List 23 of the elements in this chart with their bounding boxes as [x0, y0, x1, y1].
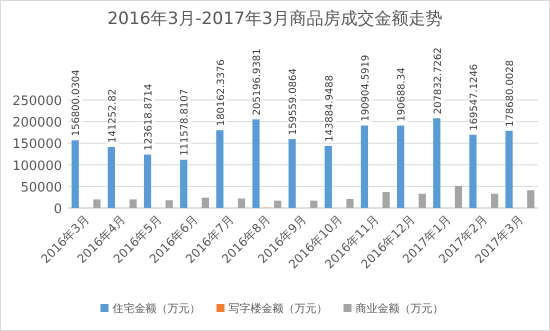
y-tick-label: 200000	[12, 116, 62, 131]
data-label: 169547.1246	[468, 64, 480, 131]
data-label: 123618.8714	[144, 84, 155, 151]
y-tick-label: 150000	[12, 137, 62, 152]
data-label: 190904.5919	[360, 54, 372, 122]
data-label: 156800.0304	[71, 69, 82, 136]
legend-label: 住宅金额（万元）	[112, 302, 200, 315]
data-label: 111578.8107	[180, 88, 191, 156]
y-tick-label: 0	[54, 202, 62, 217]
y-tick-label: 250000	[12, 94, 62, 109]
y-tick-label: 100000	[12, 158, 62, 174]
data-label: 207832.7262	[432, 47, 444, 114]
data-label: 205196.9381	[252, 48, 263, 116]
legend-label: 写字楼金额（万元）	[228, 302, 328, 315]
data-label: 180162.3376	[216, 59, 227, 126]
data-label: 178680.0028	[505, 60, 516, 127]
data-label: 143884.9488	[324, 75, 336, 142]
data-label: 159559.0864	[288, 68, 300, 136]
data-label: 141252.82	[107, 88, 118, 143]
chart-title: 2016年3月-2017年3月商品房成交金额走势	[107, 9, 443, 29]
y-tick-label: 50000	[20, 180, 62, 196]
legend-label: 商业金额（万元）	[356, 302, 444, 315]
data-label: 190688.34	[396, 68, 408, 122]
